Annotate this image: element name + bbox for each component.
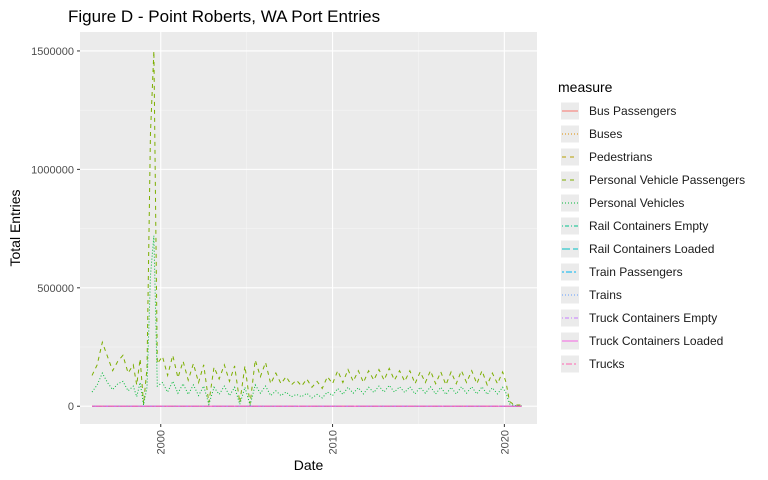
y-tick-label: 1000000 <box>31 164 74 176</box>
legend-key <box>561 194 579 212</box>
legend-item: Rail Containers Empty <box>561 217 708 235</box>
plot-panel <box>80 32 537 424</box>
legend-label: Bus Passengers <box>589 104 676 118</box>
legend-key <box>561 125 579 143</box>
y-tick-label: 1500000 <box>31 46 74 58</box>
legend-item: Personal Vehicle Passengers <box>561 171 745 189</box>
legend-label: Personal Vehicles <box>589 196 684 210</box>
chart-title: Figure D - Point Roberts, WA Port Entrie… <box>68 7 380 26</box>
x-axis-title: Date <box>294 457 324 473</box>
legend-item: Buses <box>561 125 622 143</box>
legend-label: Rail Containers Loaded <box>589 242 714 256</box>
legend-label: Buses <box>589 127 622 141</box>
y-axis: 0 500000 1000000 1500000 <box>31 46 80 413</box>
y-tick-label: 500000 <box>37 283 74 295</box>
legend-item: Personal Vehicles <box>561 194 684 212</box>
x-tick-label: 2020 <box>499 430 511 454</box>
legend-item: Trains <box>561 286 622 304</box>
legend-label: Truck Containers Loaded <box>589 334 723 348</box>
legend-item: Bus Passengers <box>561 102 676 120</box>
series-layer <box>91 50 522 407</box>
x-axis: 2000 2010 2020 <box>156 424 511 454</box>
legend-key <box>561 217 579 235</box>
legend-item: Pedestrians <box>561 148 652 166</box>
y-tick-label: 0 <box>68 401 74 413</box>
legend-key <box>561 309 579 327</box>
legend-item: Rail Containers Loaded <box>561 240 714 258</box>
legend-label: Truck Containers Empty <box>589 311 717 325</box>
legend-label: Personal Vehicle Passengers <box>589 173 745 187</box>
legend-label: Train Passengers <box>589 265 683 279</box>
legend-label: Trains <box>589 288 622 302</box>
legend-item: Train Passengers <box>561 263 683 281</box>
legend-label: Trucks <box>589 357 625 371</box>
legend-label: Rail Containers Empty <box>589 219 708 233</box>
y-axis-title: Total Entries <box>7 189 23 266</box>
legend-item: Truck Containers Loaded <box>561 332 723 350</box>
legend-key <box>561 286 579 304</box>
legend-item: Truck Containers Empty <box>561 309 717 327</box>
x-tick-label: 2010 <box>328 430 340 454</box>
legend-item: Trucks <box>561 355 625 373</box>
legend-label: Pedestrians <box>589 150 652 164</box>
legend-title: measure <box>558 79 613 95</box>
legend: measure Bus Passengers Buses Pedestrians Pe… <box>558 79 745 373</box>
x-tick-label: 2000 <box>156 430 168 454</box>
